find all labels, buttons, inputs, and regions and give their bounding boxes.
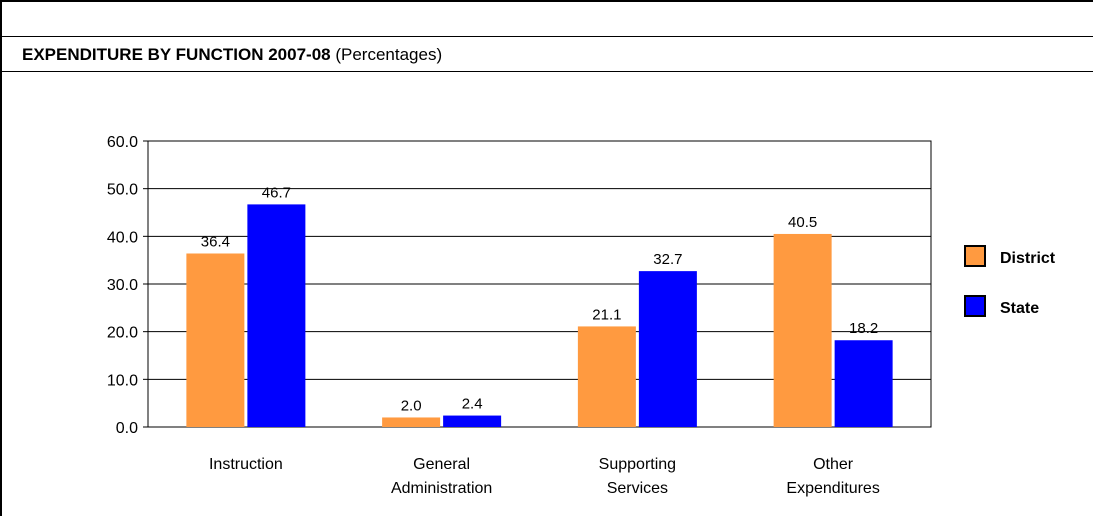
y-tick-label: 10.0	[107, 372, 138, 389]
y-tick-label: 30.0	[107, 277, 138, 294]
bar-district	[382, 417, 441, 427]
bar-state	[638, 271, 697, 427]
x-category-label: Administration	[391, 480, 492, 497]
data-label: 46.7	[262, 184, 291, 201]
bar-state	[247, 204, 306, 427]
legend-label-district: District	[1000, 250, 1056, 267]
y-tick-label: 0.0	[116, 420, 138, 437]
data-label: 2.0	[401, 397, 422, 414]
chart-title-bold: EXPENDITURE BY FUNCTION 2007-08	[22, 45, 331, 64]
chart-title-suffix: (Percentages)	[335, 45, 443, 64]
bar-district	[577, 326, 636, 427]
x-category-label: Supporting	[599, 456, 676, 473]
bar-state	[834, 340, 893, 427]
bar-state	[443, 415, 502, 427]
legend-label-state: State	[1000, 300, 1039, 317]
data-label: 2.4	[462, 396, 483, 413]
x-category-label: Expenditures	[786, 480, 879, 497]
y-tick-label: 60.0	[107, 134, 138, 151]
x-category-label: Instruction	[209, 456, 283, 473]
chart-title: EXPENDITURE BY FUNCTION 2007-08 (Percent…	[22, 45, 442, 65]
bar-district	[773, 233, 832, 427]
y-tick-label: 20.0	[107, 325, 138, 342]
x-category-label: General	[413, 456, 470, 473]
data-label: 40.5	[788, 214, 817, 231]
x-category-label: Services	[607, 480, 668, 497]
data-label: 18.2	[849, 320, 878, 337]
legend-swatch-district	[964, 245, 986, 267]
y-tick-label: 50.0	[107, 182, 138, 199]
title-bar: EXPENDITURE BY FUNCTION 2007-08 (Percent…	[0, 36, 1093, 72]
x-category-label: Other	[813, 456, 854, 473]
plot-area	[147, 140, 932, 428]
data-label: 36.4	[201, 233, 230, 250]
data-label: 32.7	[653, 251, 682, 268]
data-label: 21.1	[592, 306, 621, 323]
y-tick-label: 40.0	[107, 229, 138, 246]
bar-district	[186, 253, 245, 427]
legend-swatch-state	[964, 295, 986, 317]
